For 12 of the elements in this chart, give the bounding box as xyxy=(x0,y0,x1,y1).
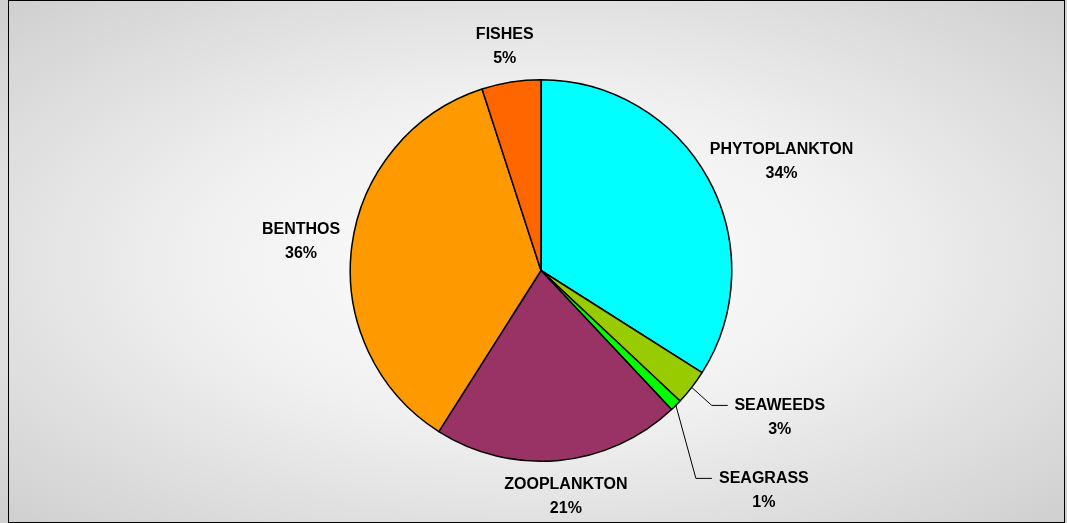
slice-label: ZOOPLANKTON xyxy=(504,474,628,492)
slice-label: BENTHOS xyxy=(261,220,341,238)
data-label: 36% xyxy=(285,244,318,262)
data-label: 1% xyxy=(752,492,776,510)
slice-label: PHYTOPLANKTON xyxy=(709,139,854,157)
data-label: 5% xyxy=(493,48,517,66)
data-label: 3% xyxy=(768,419,792,437)
slice-label: SEAGRASS xyxy=(718,468,810,486)
data-label: 21% xyxy=(549,498,582,516)
slice-label: FISHES xyxy=(475,24,534,42)
slice-label: SEAWEEDS xyxy=(734,395,826,413)
data-label: 34% xyxy=(765,163,798,181)
